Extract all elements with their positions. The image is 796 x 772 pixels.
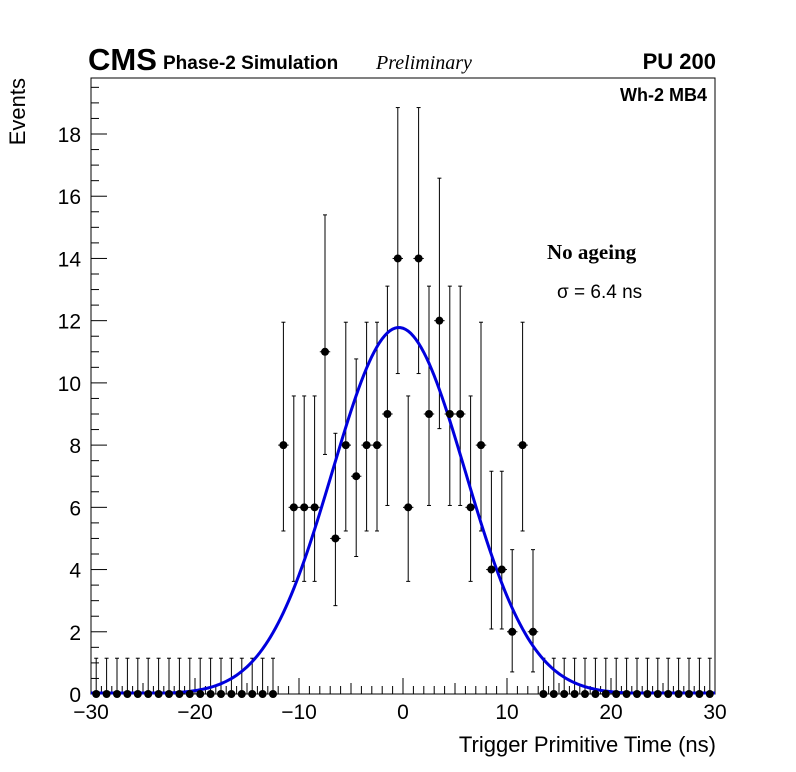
data-point — [300, 503, 309, 512]
x-tick-label: 20 — [599, 701, 622, 724]
data-point — [653, 690, 662, 698]
x-tick-labels: −30 −20 −10 0 10 20 30 — [73, 701, 726, 724]
data-point — [664, 690, 673, 698]
data-point — [560, 690, 569, 698]
x-tick-label: 0 — [397, 701, 409, 724]
x-tick-label: −10 — [281, 701, 317, 724]
data-point — [487, 565, 496, 574]
condition-label: No ageing — [547, 240, 637, 264]
axis-ticks — [90, 86, 716, 695]
data-point — [362, 441, 371, 450]
x-tick-label: 30 — [703, 701, 726, 724]
data-point — [165, 690, 173, 698]
data-point — [425, 410, 433, 418]
data-point — [269, 690, 277, 698]
data-point — [549, 690, 558, 698]
data-point — [601, 690, 610, 698]
data-point — [331, 534, 340, 543]
y-tick-label: 0 — [69, 684, 81, 707]
data-point — [570, 690, 579, 698]
data-point — [539, 690, 548, 698]
data-point — [175, 690, 184, 698]
data-point — [466, 503, 475, 512]
y-tick-label: 16 — [58, 186, 81, 209]
data-point — [321, 347, 329, 356]
data-point — [383, 410, 392, 418]
preliminary-label: Preliminary — [375, 52, 472, 74]
data-point — [154, 690, 163, 698]
data-point — [144, 690, 153, 698]
simulation-label: Phase-2 Simulation — [163, 53, 338, 74]
y-tick-label: 8 — [69, 435, 81, 458]
data-point — [217, 690, 225, 698]
data-point — [352, 472, 361, 481]
gaussian-fit-curve — [91, 326, 715, 695]
data-point — [581, 690, 589, 698]
data-point — [445, 410, 454, 418]
data-point — [279, 441, 288, 450]
data-point — [456, 410, 465, 418]
data-point — [404, 503, 413, 512]
error-bars — [91, 107, 715, 695]
data-point — [289, 503, 298, 512]
cms-label: CMS — [88, 42, 157, 77]
plot-frame — [90, 77, 716, 695]
sigma-label: σ = 6.4 ns — [557, 282, 642, 303]
data-point — [102, 690, 111, 698]
x-tick-label: −30 — [73, 701, 109, 724]
data-point — [612, 690, 621, 698]
data-point — [643, 690, 652, 698]
data-point — [591, 690, 600, 698]
data-point — [258, 690, 267, 698]
data-point — [529, 627, 537, 636]
y-tick-label: 10 — [58, 373, 81, 396]
data-point — [695, 690, 704, 698]
data-point — [92, 690, 101, 698]
data-point — [237, 690, 246, 698]
data-point — [310, 503, 319, 512]
y-tick-label: 6 — [69, 497, 81, 520]
data-point — [674, 690, 683, 698]
data-point — [196, 690, 205, 698]
y-axis-title: Events — [5, 78, 30, 145]
y-tick-label: 18 — [58, 124, 81, 147]
y-tick-label: 12 — [58, 311, 81, 334]
data-point — [685, 690, 693, 698]
pileup-label: PU 200 — [643, 49, 716, 74]
x-tick-label: 10 — [495, 701, 518, 724]
data-point — [113, 690, 121, 698]
y-tick-label: 4 — [69, 560, 81, 583]
data-point — [123, 690, 132, 698]
data-point — [622, 690, 631, 698]
x-axis-title: Trigger Primitive Time (ns) — [459, 732, 716, 757]
data-point — [633, 690, 641, 698]
data-point — [341, 441, 350, 450]
data-point — [133, 690, 142, 698]
x-tick-label: −20 — [177, 701, 213, 724]
data-point — [414, 254, 423, 263]
data-point — [508, 627, 517, 636]
data-point — [435, 316, 444, 325]
data-point — [373, 441, 381, 450]
data-point — [518, 441, 527, 450]
data-point — [705, 690, 714, 698]
y-tick-label: 14 — [58, 248, 82, 271]
data-points — [92, 254, 714, 698]
data-point — [185, 690, 194, 698]
y-tick-labels: 0 2 4 6 8 10 12 14 16 18 — [58, 124, 82, 707]
data-point — [393, 254, 402, 263]
data-point — [497, 565, 506, 574]
y-tick-label: 2 — [69, 622, 81, 645]
data-point — [206, 690, 215, 698]
region-label: Wh-2 MB4 — [620, 85, 707, 105]
data-point — [477, 441, 485, 450]
data-point — [227, 690, 236, 698]
data-point — [248, 690, 257, 698]
